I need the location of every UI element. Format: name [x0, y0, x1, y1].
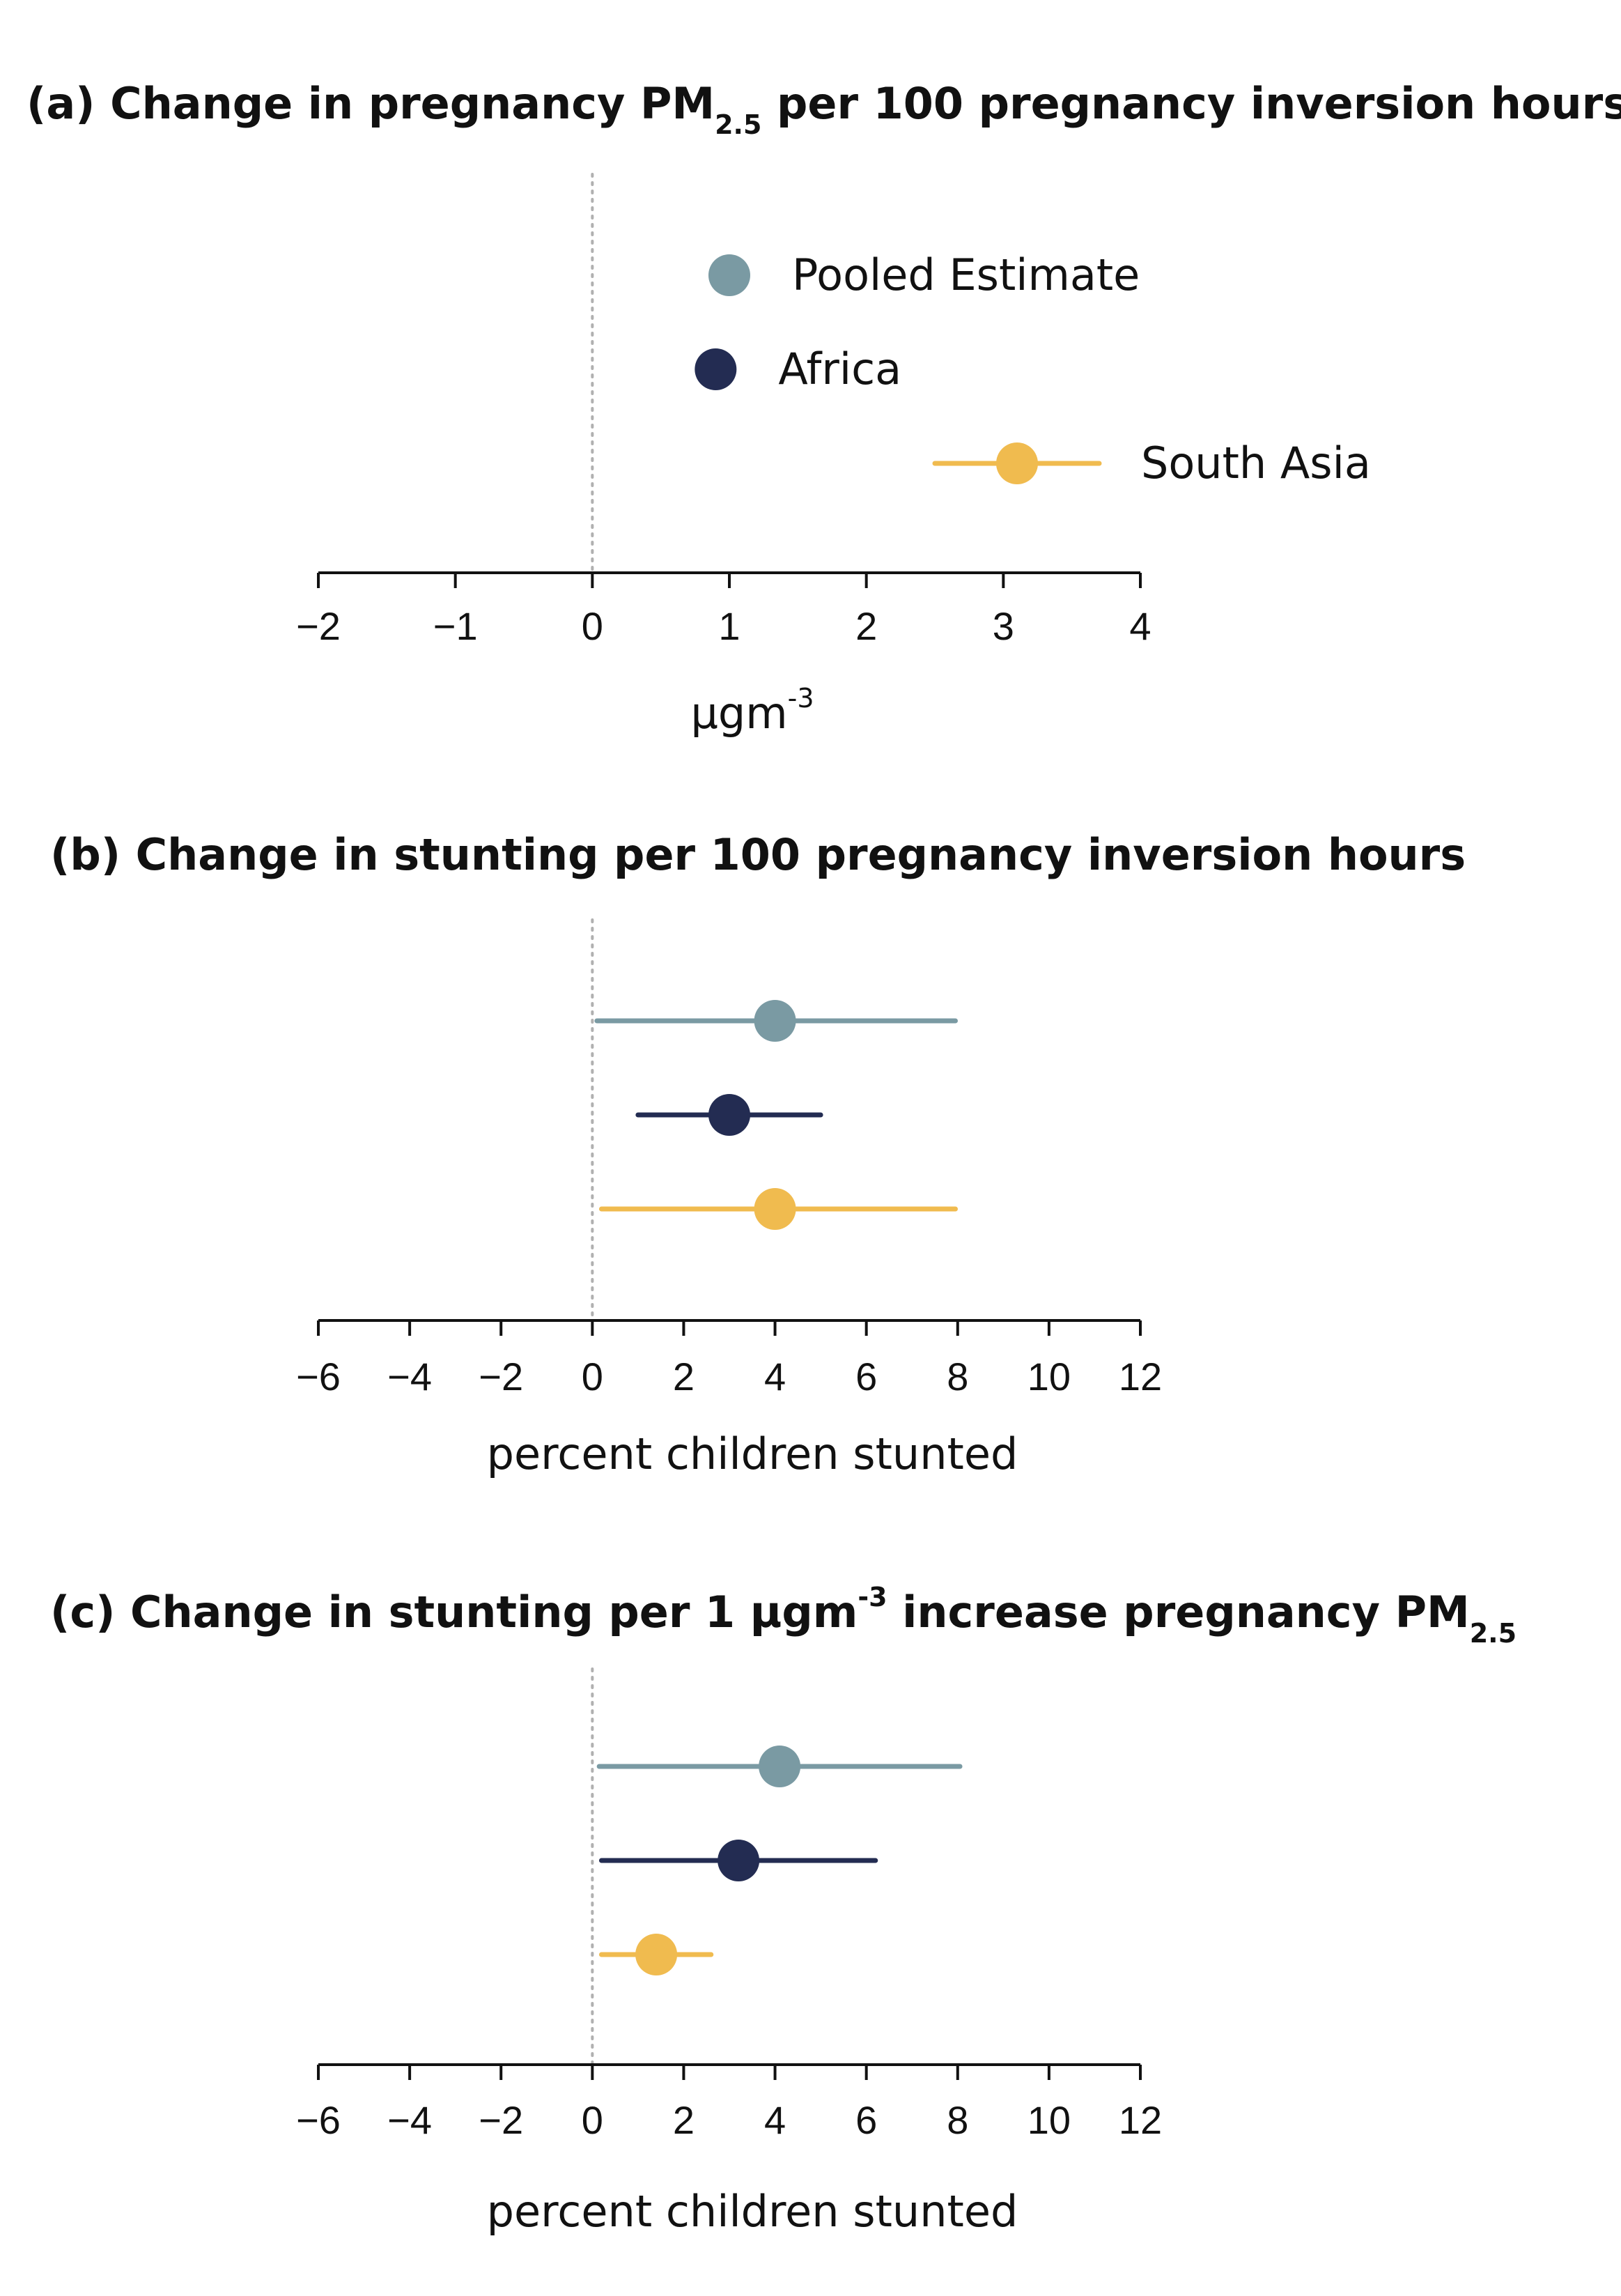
- legend-label-pooled-estimate: Pooled Estimate: [792, 249, 1140, 300]
- panel-b-title-text: (b) Change in stunting per 100 pregnancy…: [50, 829, 1466, 880]
- panel-a-x-axis-label-main: µgm: [690, 688, 787, 739]
- tick-label: 10: [1027, 2098, 1071, 2142]
- panel-a-title-part-3: per 100 pregnancy inversion hours: [761, 78, 1621, 129]
- tick-label: 2: [855, 604, 877, 648]
- tick-label: 4: [764, 2098, 786, 2142]
- panel-c-title-part-1: (c) Change in stunting per 1 µgm: [50, 1587, 858, 1638]
- estimate-point: [708, 254, 750, 296]
- panel-a-title: (a) Change in pregnancy PM2.5 per 100 pr…: [26, 78, 1621, 140]
- tick-label: 3: [993, 604, 1014, 648]
- panel-c-title: (c) Change in stunting per 1 µgm-3 incre…: [50, 1582, 1517, 1649]
- estimate-point: [718, 1840, 760, 1881]
- panel-a-series: [695, 254, 1102, 484]
- tick-label: −2: [479, 1355, 523, 1399]
- tick-label: 6: [855, 2098, 877, 2142]
- panel-b-series: [594, 1000, 958, 1230]
- panel-b-x-axis-label: percent children stunted: [487, 1428, 1018, 1479]
- tick-label: −2: [479, 2098, 523, 2142]
- estimate-point: [996, 442, 1038, 484]
- legend-label-africa: Africa: [778, 344, 901, 394]
- panel-c: (c) Change in stunting per 1 µgm-3 incre…: [50, 1582, 1517, 2237]
- panel-c-title-subscript: 2.5: [1470, 1618, 1517, 1649]
- estimate-point: [754, 1000, 796, 1042]
- tick-label: 8: [947, 2098, 968, 2142]
- legend-label-south-asia: South Asia: [1141, 438, 1371, 488]
- tick-label: −2: [296, 604, 341, 648]
- estimate-point: [759, 1746, 801, 1787]
- tick-label: 10: [1027, 1355, 1071, 1399]
- estimate-point: [708, 1094, 750, 1136]
- estimate-point: [635, 1934, 678, 1975]
- panel-a-x-axis: −2 −1 0 1 2 3 4: [296, 571, 1151, 648]
- panel-a-x-axis-label: µgm-3: [690, 683, 814, 739]
- tick-label: 0: [582, 604, 603, 648]
- tick-label: 2: [673, 1355, 695, 1399]
- panel-c-x-axis: −6 −4 −2 0 2 4 6 8 10 12: [296, 2063, 1162, 2142]
- panel-c-title-superscript: -3: [858, 1582, 887, 1612]
- panel-c-title-part-3: increase pregnancy PM: [887, 1587, 1470, 1638]
- panel-a-legend-labels: Pooled Estimate Africa South Asia: [778, 249, 1371, 488]
- panel-c-series: [596, 1746, 963, 1975]
- panel-a: (a) Change in pregnancy PM2.5 per 100 pr…: [26, 78, 1621, 739]
- panel-c-x-axis-label: percent children stunted: [487, 2186, 1018, 2237]
- tick-label: −6: [296, 2098, 341, 2142]
- panel-b-x-axis-label-text: percent children stunted: [487, 1428, 1018, 1479]
- tick-label: −1: [433, 604, 478, 648]
- tick-label: 2: [673, 2098, 695, 2142]
- panel-b: (b) Change in stunting per 100 pregnancy…: [50, 829, 1466, 1479]
- panel-a-title-part-1: (a) Change in pregnancy PM: [26, 78, 715, 129]
- panel-b-title: (b) Change in stunting per 100 pregnancy…: [50, 829, 1466, 880]
- panel-a-x-axis-label-superscript: -3: [788, 683, 814, 714]
- estimate-point: [754, 1188, 796, 1230]
- panel-b-x-axis: −6 −4 −2 0 2 4 6 8 10 12: [296, 1319, 1162, 1399]
- tick-label: 6: [855, 1355, 877, 1399]
- tick-label: 12: [1119, 2098, 1162, 2142]
- panel-c-x-axis-label-text: percent children stunted: [487, 2186, 1018, 2237]
- estimate-point: [695, 348, 737, 390]
- tick-label: −4: [387, 1355, 432, 1399]
- tick-label: 4: [764, 1355, 786, 1399]
- tick-label: 8: [947, 1355, 968, 1399]
- tick-label: 12: [1119, 1355, 1162, 1399]
- tick-label: 1: [718, 604, 740, 648]
- tick-label: −6: [296, 1355, 341, 1399]
- tick-label: 4: [1129, 604, 1151, 648]
- tick-label: 0: [582, 2098, 603, 2142]
- panel-a-title-subscript: 2.5: [715, 109, 761, 140]
- tick-label: −4: [387, 2098, 432, 2142]
- tick-label: 0: [582, 1355, 603, 1399]
